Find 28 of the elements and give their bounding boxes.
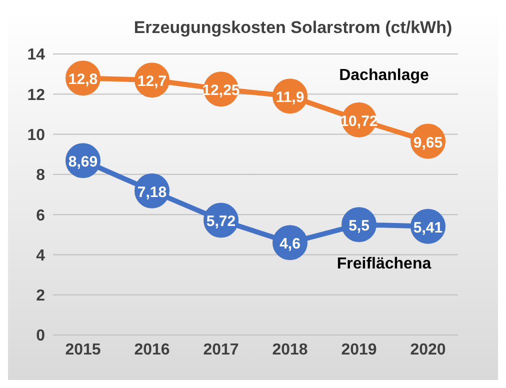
y-tick-label: 14 xyxy=(27,46,46,64)
y-tick-label: 12 xyxy=(27,86,46,104)
data-label: 11,9 xyxy=(276,89,304,106)
data-label: 12,8 xyxy=(68,71,98,88)
x-tick-label: 2016 xyxy=(134,341,170,358)
x-tick-label: 2017 xyxy=(203,341,239,358)
data-label: 7,18 xyxy=(137,184,167,201)
data-label: 12,25 xyxy=(202,82,240,100)
data-label: 5,72 xyxy=(206,213,236,230)
data-label: 5,5 xyxy=(348,218,370,235)
data-label: 4,6 xyxy=(280,236,300,253)
data-label: 9,65 xyxy=(413,134,443,152)
series-label: Freiflächena xyxy=(336,256,432,273)
y-tick-label: 6 xyxy=(36,207,46,224)
data-label: 12,7 xyxy=(137,73,167,90)
data-label: 8,69 xyxy=(68,154,98,171)
x-tick-label: 2020 xyxy=(410,341,446,358)
y-tick-label: 0 xyxy=(36,328,46,345)
chart-title: Erzeugungskosten Solarstrom (ct/kWh) xyxy=(132,18,454,38)
x-tick-label: 2019 xyxy=(341,341,377,358)
y-tick-label: 8 xyxy=(36,167,46,184)
y-tick-label: 10 xyxy=(27,126,46,144)
y-tick-label: 4 xyxy=(36,247,46,264)
x-tick-label: 2015 xyxy=(65,341,101,358)
series-label: Dachanlage xyxy=(339,66,430,84)
data-label: 5,41 xyxy=(413,219,443,236)
y-tick-label: 2 xyxy=(36,288,46,305)
x-tick-label: 2018 xyxy=(272,341,308,358)
